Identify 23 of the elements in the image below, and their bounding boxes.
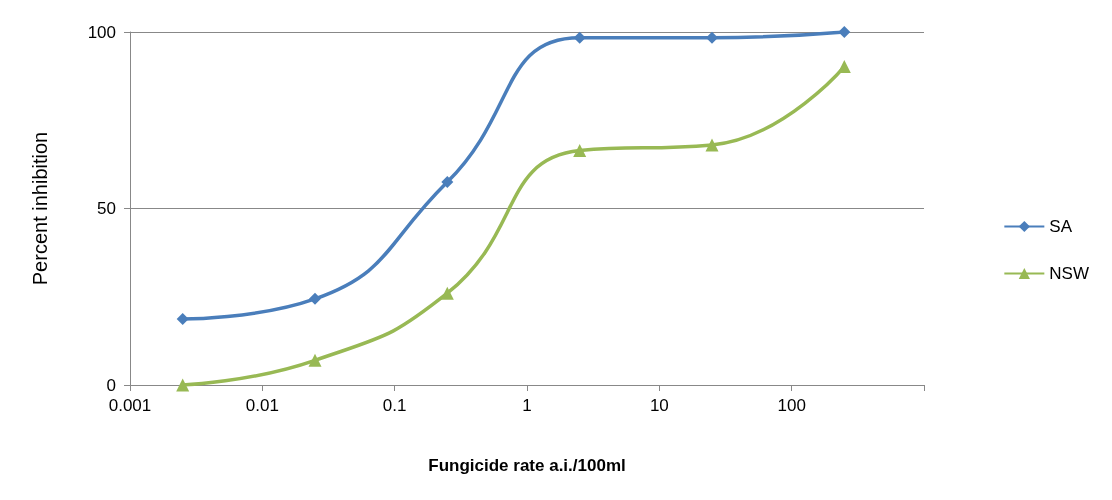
x-tick-label: 10 [649,396,669,415]
point [176,312,189,325]
legend-label: SA [1049,217,1073,236]
x-tick-label: 0.1 [382,396,407,415]
y-axis-title: Percent inhibition [29,131,51,286]
y-tick-label: 0 [106,375,116,395]
x-tick-label: 100 [777,396,806,415]
point [705,138,719,152]
legend-label: NSW [1049,264,1090,283]
point [838,26,851,38]
point [176,378,190,392]
point [308,292,321,305]
y-tick-label: 100 [87,22,116,42]
x-axis-title: Fungicide rate a.i./100ml [428,456,626,475]
point [308,353,322,367]
point [573,144,587,158]
x-tick-label: 0.001 [108,396,152,415]
point [441,176,454,189]
y-tick-label: 50 [97,199,116,218]
point [440,286,454,300]
x-tick-label: 1 [522,396,532,415]
x-tick-label: 0.01 [245,396,279,415]
point [837,60,851,74]
